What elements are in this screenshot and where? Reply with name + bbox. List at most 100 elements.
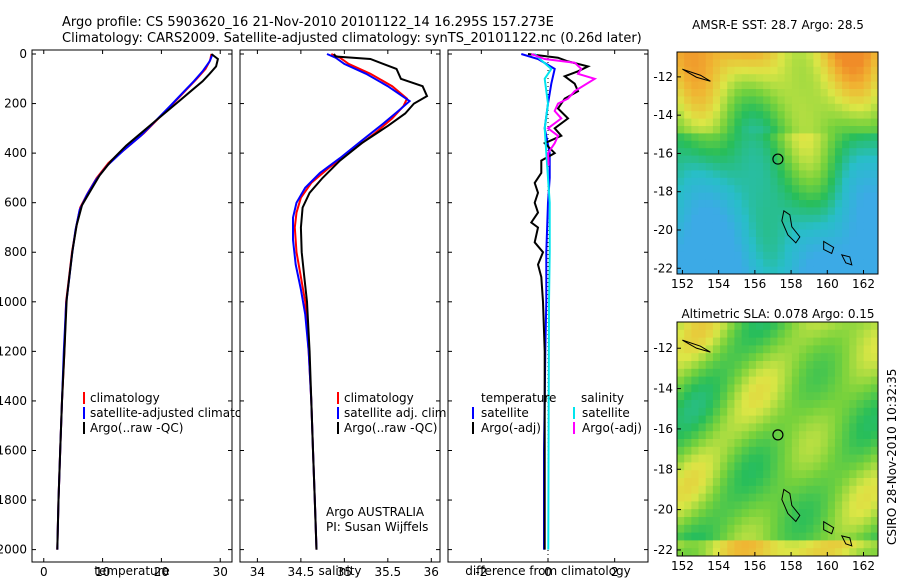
map-cell: [791, 493, 800, 502]
map-cell: [748, 361, 757, 370]
map-cell: [748, 81, 757, 90]
map-cell: [748, 96, 757, 105]
y-tick-label: 1400: [0, 394, 27, 408]
map-cell: [755, 185, 764, 193]
map-cell: [748, 337, 757, 346]
map-cell: [834, 200, 843, 208]
map-cell: [863, 470, 872, 479]
map-cell: [806, 532, 814, 541]
map-cell: [755, 74, 764, 82]
legend-label: climatology: [344, 391, 414, 405]
map-cell: [734, 337, 743, 346]
map-cell: [734, 322, 743, 331]
map-cell: [863, 163, 872, 171]
map-cell: [741, 148, 750, 156]
map-cell: [827, 81, 836, 90]
map-cell: [677, 148, 685, 156]
map-cell: [677, 81, 685, 90]
map-cell: [791, 431, 800, 440]
map-cell: [677, 259, 685, 267]
map-cell: [849, 52, 857, 60]
map-cell: [791, 222, 800, 230]
map-cell: [770, 446, 778, 455]
map-cell: [863, 532, 872, 541]
map-cell: [827, 368, 836, 377]
map-cell: [727, 52, 735, 60]
map-cell: [777, 66, 786, 75]
map-cell: [684, 111, 692, 119]
map-cell: [777, 185, 786, 193]
map-cell: [727, 540, 735, 549]
map-cell: [777, 222, 786, 230]
map-cell: [813, 478, 821, 487]
map-cell: [842, 415, 850, 424]
map-cell: [820, 163, 829, 171]
map-cell: [748, 177, 757, 186]
map-cell: [849, 96, 857, 105]
map-cell: [856, 462, 865, 471]
map-cell: [870, 192, 879, 201]
map-cell: [748, 407, 757, 416]
map-cell: [677, 170, 685, 179]
map-cell: [820, 524, 829, 533]
map-cell: [720, 446, 728, 455]
map-cell: [834, 222, 843, 230]
map-cell: [849, 192, 857, 201]
coastline: [682, 68, 711, 82]
map-cell: [806, 485, 814, 494]
map-cell: [677, 140, 685, 149]
map-cell: [698, 59, 707, 68]
map-cell: [763, 454, 771, 463]
map-cell: [806, 244, 814, 253]
map-cell: [677, 345, 685, 354]
map-cell: [734, 462, 743, 471]
map-cell: [777, 345, 786, 354]
map-cell: [763, 89, 771, 97]
map-cell: [806, 548, 814, 557]
map-cell: [684, 140, 692, 149]
map-cell: [834, 140, 843, 149]
map-cell: [763, 237, 771, 245]
map-cell: [834, 478, 843, 487]
map-cell: [727, 400, 735, 409]
map-y-tick-label: -22: [653, 261, 673, 275]
map-cell: [863, 501, 872, 510]
map-cell: [698, 266, 707, 275]
map-cell: [748, 244, 757, 253]
map-cell: [784, 52, 793, 60]
map-cell: [755, 192, 764, 201]
map-cell: [806, 540, 814, 549]
map-cell: [763, 177, 771, 186]
map-cell: [741, 237, 750, 245]
map-cell: [748, 392, 757, 401]
map-cell: [856, 185, 865, 193]
map-cell: [763, 244, 771, 253]
map-cell: [705, 74, 714, 82]
map-cell: [720, 59, 728, 68]
map-cell: [763, 439, 771, 448]
map-cell: [727, 415, 735, 424]
map-cell: [734, 207, 743, 216]
map-cell: [698, 163, 707, 171]
map-cell: [705, 501, 714, 510]
map-cell: [763, 185, 771, 193]
map-cell: [755, 337, 764, 346]
map-cell: [712, 423, 721, 432]
map-cell: [712, 548, 721, 557]
map-cell: [748, 133, 757, 142]
map-cell: [734, 524, 743, 533]
pi-label: PI: Susan Wijffels: [326, 520, 428, 534]
map-cell: [806, 52, 814, 60]
map-cell: [712, 222, 721, 230]
map-cell: [705, 59, 714, 68]
map-cell: [698, 103, 707, 112]
map-cell: [834, 353, 843, 362]
map-cell: [677, 89, 685, 97]
map-cell: [842, 192, 850, 201]
map-cell: [806, 59, 814, 68]
map-cell: [691, 415, 699, 424]
map-cell: [784, 462, 793, 471]
map-cell: [849, 384, 857, 393]
map-cell: [755, 118, 764, 127]
map-cell: [748, 237, 757, 245]
